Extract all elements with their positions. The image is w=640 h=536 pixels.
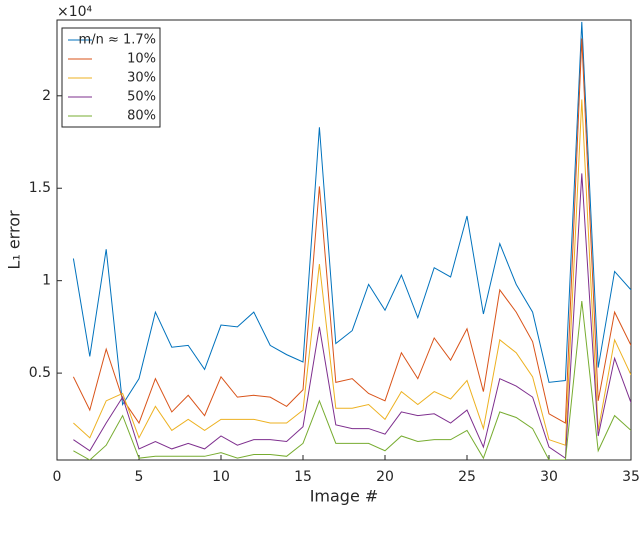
y-tick-label: 0.5 xyxy=(29,365,51,381)
legend-label: m/n ≈ 1.7% xyxy=(79,33,156,48)
y-tick-label: 1.5 xyxy=(29,180,51,196)
data-line xyxy=(73,173,631,460)
x-tick-label: 30 xyxy=(540,469,558,485)
x-tick-label: 0 xyxy=(53,469,62,485)
x-tick-label: 25 xyxy=(458,469,476,485)
legend-label: 10% xyxy=(127,52,156,67)
y-scale-label: ×10⁴ xyxy=(57,4,93,20)
data-line xyxy=(73,99,631,446)
y-tick-label: 1 xyxy=(42,273,51,289)
plot-lines xyxy=(72,21,631,460)
x-tick-label: 15 xyxy=(294,469,312,485)
data-line xyxy=(72,38,631,425)
y-tick-label: 2 xyxy=(42,88,51,104)
x-tick-label: 35 xyxy=(622,469,640,485)
x-axis-label: Image # xyxy=(310,487,379,506)
legend-label: 50% xyxy=(127,90,156,105)
data-line xyxy=(73,300,631,460)
x-tick-label: 20 xyxy=(376,469,394,485)
data-line xyxy=(72,21,631,407)
legend-label: 80% xyxy=(127,109,156,124)
legend-label: 30% xyxy=(127,71,156,86)
x-tick-label: 5 xyxy=(135,469,144,485)
x-tick-label: 10 xyxy=(212,469,230,485)
y-axis-label: L₁ error xyxy=(5,210,24,270)
